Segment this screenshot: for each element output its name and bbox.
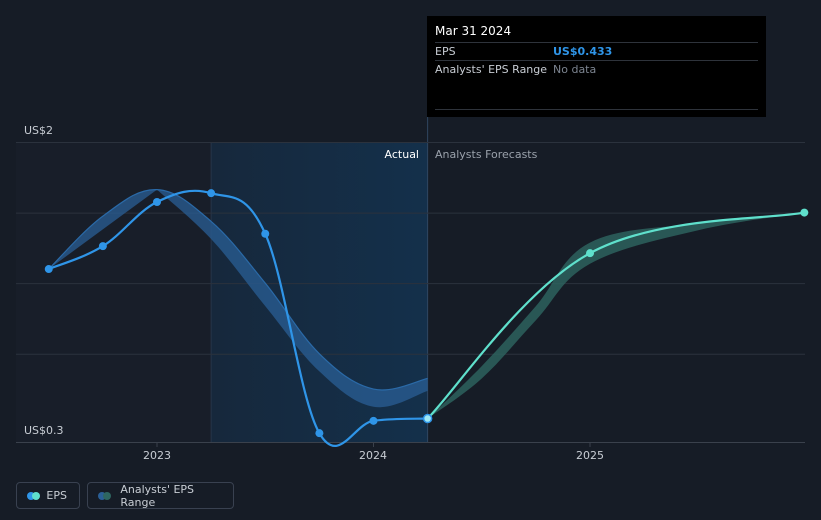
legend-range-toggle[interactable]: Analysts' EPS Range	[87, 482, 234, 509]
eps-data-point	[261, 229, 270, 238]
x-tick-label: 2025	[576, 449, 604, 462]
eps-actual-line	[47, 189, 429, 448]
tooltip-eps-value: US$0.433	[553, 45, 613, 58]
x-tick-label: 2024	[359, 449, 387, 462]
legend-range-label: Analysts' EPS Range	[120, 482, 195, 509]
eps-data-point	[207, 189, 216, 198]
eps-data-point	[369, 416, 378, 425]
y-axis-bottom-label: US$0.3	[24, 424, 64, 437]
tooltip-row-range: Analysts' EPS Range No data	[435, 60, 758, 78]
range-swatch-icon	[98, 491, 112, 500]
eps-swatch-icon	[27, 491, 40, 500]
tooltip-eps-label: EPS	[435, 45, 456, 58]
eps-range-upper-edge	[48, 189, 428, 391]
actual-region-label: Actual	[385, 148, 419, 161]
tooltip-date: Mar 31 2024	[435, 24, 512, 38]
y-axis-top-label: US$2	[24, 124, 53, 137]
tooltip-range-value: No data	[553, 63, 597, 76]
eps-data-point	[98, 242, 107, 251]
tooltip-row-eps: EPS US$0.433	[435, 42, 758, 60]
tooltip-divider	[435, 109, 758, 110]
eps-forecast-point	[586, 249, 594, 258]
tooltip: Mar 31 2024 EPS US$0.433 Analysts' EPS R…	[427, 16, 766, 117]
eps-range-band-forecast	[427, 212, 805, 419]
eps-data-point	[153, 198, 161, 206]
eps-data-point	[315, 429, 324, 438]
eps-forecast-point	[800, 208, 809, 217]
tooltip-range-label: Analysts' EPS Range	[435, 63, 548, 76]
legend-eps-toggle[interactable]: EPS	[16, 482, 80, 509]
x-tick-label: 2023	[143, 449, 171, 462]
eps-data-point	[44, 265, 53, 274]
forecast-region-label: Analysts Forecasts	[435, 148, 538, 161]
eps-current-point	[422, 413, 433, 424]
legend-eps-label: EPS	[46, 489, 67, 502]
